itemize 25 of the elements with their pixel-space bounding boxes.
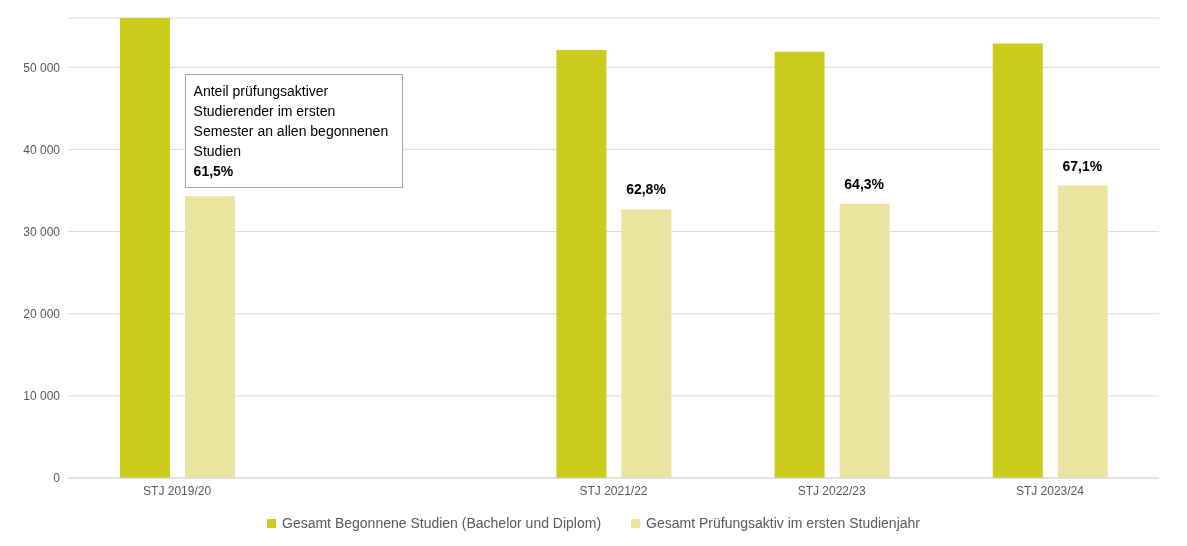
bar (839, 203, 890, 478)
x-tick-label: STJ 2022/23 (797, 483, 867, 498)
legend-label: Gesamt Prüfungsaktiv im ersten Studienjahr (646, 515, 920, 531)
bar (774, 51, 825, 478)
bar (120, 18, 170, 478)
annotation: 64,3% (843, 175, 886, 192)
annotation: Anteil prüfungsaktiver Studierender im ersten Semester an allen begonnenen Studien (193, 82, 390, 162)
y-tick-label: 50 000 (23, 60, 61, 75)
bar (185, 196, 235, 478)
bar (621, 209, 672, 478)
annotation: 67,1% (1061, 157, 1104, 174)
y-tick-label: 20 000 (23, 306, 61, 321)
y-tick-label: 10 000 (23, 389, 61, 404)
x-tick-label: STJ 2019/20 (143, 483, 212, 498)
y-tick-label: 0 (53, 471, 61, 486)
bar (1057, 185, 1108, 478)
x-tick-label: STJ 2021/22 (579, 483, 648, 498)
bar (556, 50, 607, 478)
annotation: 61,5% (193, 162, 235, 182)
bar (992, 43, 1043, 478)
x-tick-label: STJ 2023/24 (1015, 483, 1085, 498)
annotation: 62,8% (625, 181, 667, 198)
y-tick-label: 40 000 (23, 142, 61, 157)
y-tick-label: 30 000 (23, 224, 61, 239)
legend-label: Gesamt Begonnene Studien (Bachelor und Diplom) (282, 515, 602, 531)
